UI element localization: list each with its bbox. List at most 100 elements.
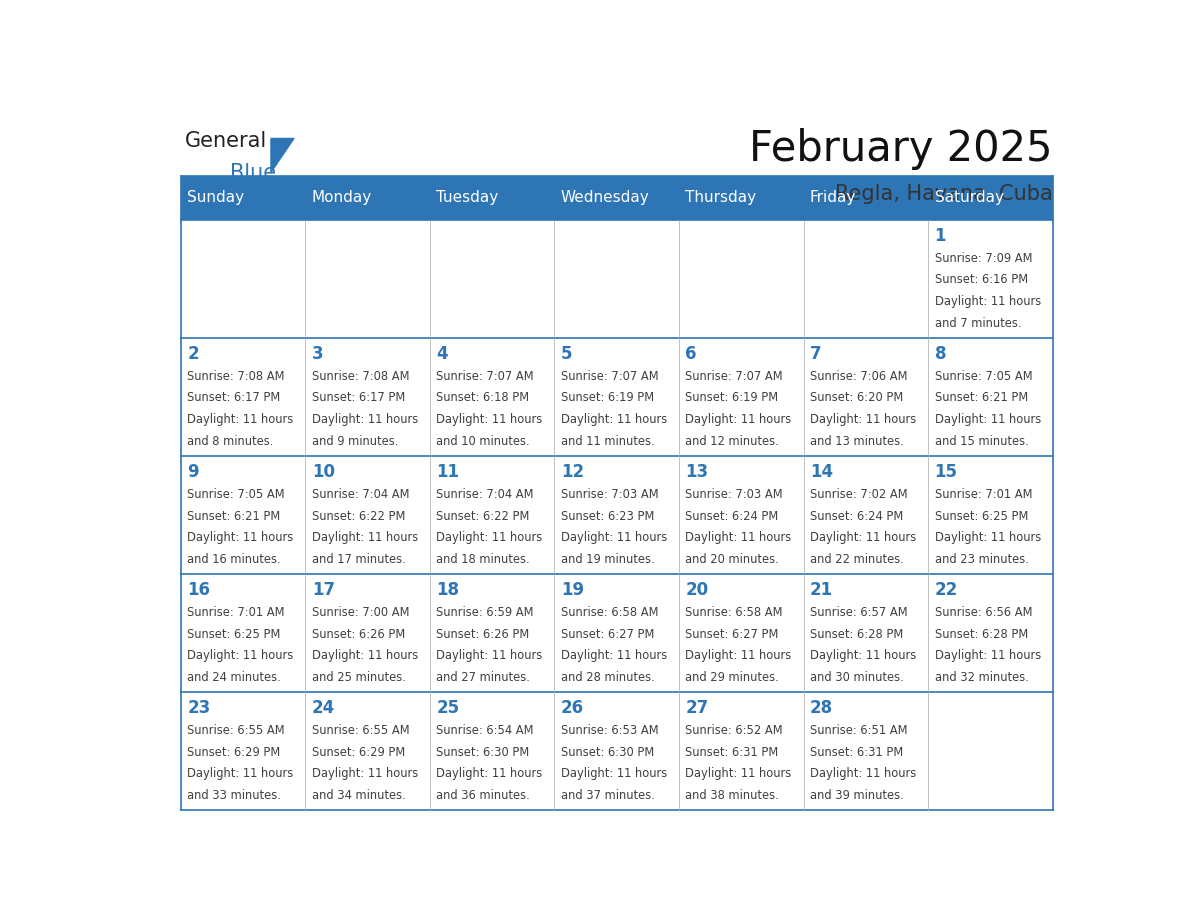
- Text: and 24 minutes.: and 24 minutes.: [188, 671, 280, 684]
- Bar: [680, 456, 803, 574]
- Text: 28: 28: [810, 699, 833, 717]
- Text: Sunrise: 7:09 AM: Sunrise: 7:09 AM: [935, 252, 1032, 264]
- Text: Sunset: 6:23 PM: Sunset: 6:23 PM: [561, 509, 655, 522]
- Text: 13: 13: [685, 463, 708, 481]
- Text: Sunrise: 6:55 AM: Sunrise: 6:55 AM: [188, 723, 285, 737]
- Bar: [181, 219, 305, 338]
- Text: Sunrise: 7:08 AM: Sunrise: 7:08 AM: [188, 370, 285, 383]
- Text: Daylight: 11 hours: Daylight: 11 hours: [685, 649, 791, 663]
- Bar: [928, 219, 1053, 338]
- Bar: [430, 176, 555, 219]
- Text: Sunset: 6:20 PM: Sunset: 6:20 PM: [810, 391, 903, 405]
- Text: Tuesday: Tuesday: [436, 190, 499, 206]
- Bar: [430, 692, 555, 810]
- Text: and 27 minutes.: and 27 minutes.: [436, 671, 530, 684]
- Text: 21: 21: [810, 581, 833, 599]
- Text: Daylight: 11 hours: Daylight: 11 hours: [935, 413, 1041, 426]
- Bar: [181, 456, 305, 574]
- Text: 3: 3: [311, 345, 323, 363]
- Text: and 7 minutes.: and 7 minutes.: [935, 317, 1020, 330]
- Bar: [555, 574, 680, 692]
- Bar: [430, 219, 555, 338]
- Text: and 13 minutes.: and 13 minutes.: [810, 435, 904, 448]
- Text: Sunrise: 7:07 AM: Sunrise: 7:07 AM: [436, 370, 533, 383]
- Text: Daylight: 11 hours: Daylight: 11 hours: [311, 413, 418, 426]
- Text: Sunset: 6:28 PM: Sunset: 6:28 PM: [935, 628, 1028, 641]
- Text: and 17 minutes.: and 17 minutes.: [311, 554, 405, 566]
- Text: Daylight: 11 hours: Daylight: 11 hours: [436, 767, 543, 780]
- Text: Sunrise: 7:02 AM: Sunrise: 7:02 AM: [810, 487, 908, 500]
- Text: Daylight: 11 hours: Daylight: 11 hours: [810, 532, 916, 544]
- Text: Sunset: 6:30 PM: Sunset: 6:30 PM: [436, 745, 530, 758]
- Text: and 39 minutes.: and 39 minutes.: [810, 789, 904, 802]
- Text: Sunrise: 6:54 AM: Sunrise: 6:54 AM: [436, 723, 533, 737]
- Text: Sunrise: 7:03 AM: Sunrise: 7:03 AM: [685, 487, 783, 500]
- Text: Sunrise: 7:07 AM: Sunrise: 7:07 AM: [685, 370, 783, 383]
- Text: Sunrise: 7:05 AM: Sunrise: 7:05 AM: [935, 370, 1032, 383]
- Bar: [680, 692, 803, 810]
- Text: 6: 6: [685, 345, 697, 363]
- Text: 7: 7: [810, 345, 822, 363]
- Bar: [555, 219, 680, 338]
- Text: 16: 16: [188, 581, 210, 599]
- Text: Daylight: 11 hours: Daylight: 11 hours: [935, 649, 1041, 663]
- Text: Daylight: 11 hours: Daylight: 11 hours: [810, 413, 916, 426]
- Text: Daylight: 11 hours: Daylight: 11 hours: [188, 649, 293, 663]
- Text: and 37 minutes.: and 37 minutes.: [561, 789, 655, 802]
- Bar: [555, 176, 680, 219]
- Text: 20: 20: [685, 581, 708, 599]
- Text: and 9 minutes.: and 9 minutes.: [311, 435, 398, 448]
- Text: Daylight: 11 hours: Daylight: 11 hours: [311, 532, 418, 544]
- Text: Sunset: 6:31 PM: Sunset: 6:31 PM: [685, 745, 778, 758]
- Text: Saturday: Saturday: [935, 190, 1004, 206]
- Text: General: General: [185, 131, 267, 151]
- Bar: [430, 456, 555, 574]
- Text: Daylight: 11 hours: Daylight: 11 hours: [436, 532, 543, 544]
- Text: Sunset: 6:21 PM: Sunset: 6:21 PM: [935, 391, 1028, 405]
- Text: and 11 minutes.: and 11 minutes.: [561, 435, 655, 448]
- Text: Sunset: 6:25 PM: Sunset: 6:25 PM: [935, 509, 1028, 522]
- Bar: [928, 176, 1053, 219]
- Text: 25: 25: [436, 699, 460, 717]
- Text: Sunset: 6:16 PM: Sunset: 6:16 PM: [935, 274, 1028, 286]
- Text: 11: 11: [436, 463, 460, 481]
- Text: Sunset: 6:27 PM: Sunset: 6:27 PM: [561, 628, 655, 641]
- Text: Sunrise: 6:57 AM: Sunrise: 6:57 AM: [810, 606, 908, 619]
- Text: and 30 minutes.: and 30 minutes.: [810, 671, 904, 684]
- Text: and 32 minutes.: and 32 minutes.: [935, 671, 1029, 684]
- Text: 19: 19: [561, 581, 584, 599]
- Text: Sunrise: 6:56 AM: Sunrise: 6:56 AM: [935, 606, 1032, 619]
- Bar: [680, 574, 803, 692]
- Bar: [803, 456, 928, 574]
- Text: Daylight: 11 hours: Daylight: 11 hours: [311, 649, 418, 663]
- Bar: [803, 574, 928, 692]
- Bar: [803, 338, 928, 456]
- Text: Sunrise: 6:58 AM: Sunrise: 6:58 AM: [561, 606, 658, 619]
- Text: 1: 1: [935, 227, 946, 245]
- Bar: [680, 338, 803, 456]
- Text: Sunrise: 7:07 AM: Sunrise: 7:07 AM: [561, 370, 658, 383]
- Text: 5: 5: [561, 345, 573, 363]
- Text: 15: 15: [935, 463, 958, 481]
- Text: and 36 minutes.: and 36 minutes.: [436, 789, 530, 802]
- Text: 24: 24: [311, 699, 335, 717]
- Bar: [803, 692, 928, 810]
- Text: Sunset: 6:29 PM: Sunset: 6:29 PM: [311, 745, 405, 758]
- Text: and 29 minutes.: and 29 minutes.: [685, 671, 779, 684]
- Bar: [928, 338, 1053, 456]
- Text: Sunset: 6:22 PM: Sunset: 6:22 PM: [436, 509, 530, 522]
- Text: Daylight: 11 hours: Daylight: 11 hours: [810, 767, 916, 780]
- Text: Sunrise: 6:58 AM: Sunrise: 6:58 AM: [685, 606, 783, 619]
- Bar: [430, 338, 555, 456]
- Text: 2: 2: [188, 345, 198, 363]
- Text: Daylight: 11 hours: Daylight: 11 hours: [935, 296, 1041, 308]
- Text: 18: 18: [436, 581, 460, 599]
- Text: Daylight: 11 hours: Daylight: 11 hours: [685, 767, 791, 780]
- Text: Sunset: 6:25 PM: Sunset: 6:25 PM: [188, 628, 280, 641]
- Text: Sunday: Sunday: [188, 190, 245, 206]
- Text: Sunrise: 7:06 AM: Sunrise: 7:06 AM: [810, 370, 908, 383]
- Text: Daylight: 11 hours: Daylight: 11 hours: [436, 413, 543, 426]
- Text: and 23 minutes.: and 23 minutes.: [935, 554, 1029, 566]
- Bar: [430, 574, 555, 692]
- Text: and 22 minutes.: and 22 minutes.: [810, 554, 904, 566]
